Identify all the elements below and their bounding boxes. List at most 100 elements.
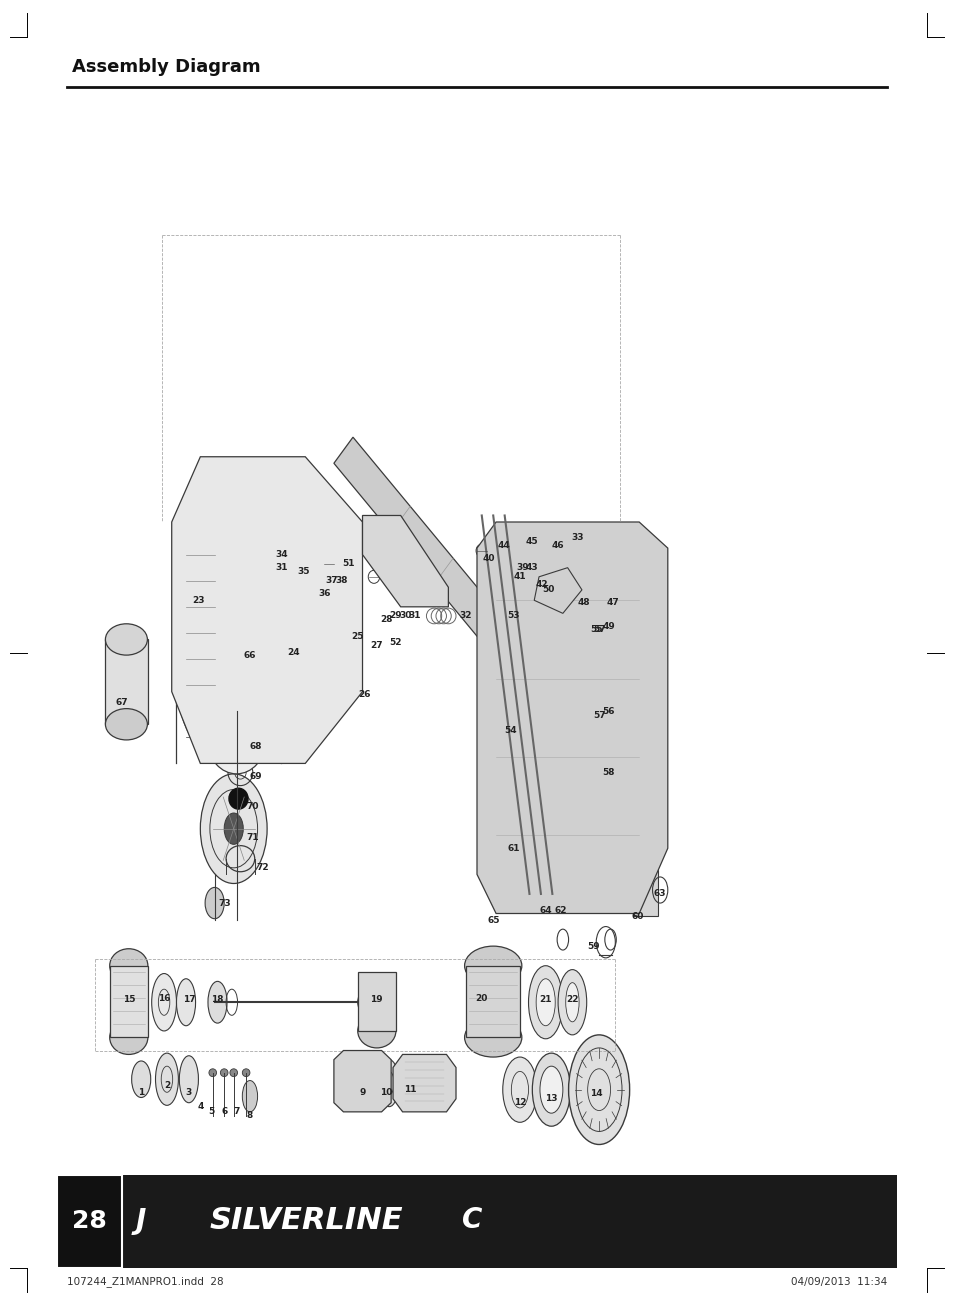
Text: 56: 56 xyxy=(601,707,615,715)
Text: 107244_Z1MANPRO1.indd  28: 107244_Z1MANPRO1.indd 28 xyxy=(67,1276,223,1287)
Text: 61: 61 xyxy=(506,844,519,852)
Text: 22: 22 xyxy=(565,996,578,1004)
Ellipse shape xyxy=(502,1057,537,1122)
Ellipse shape xyxy=(464,946,521,985)
Ellipse shape xyxy=(220,1069,228,1077)
Text: 60: 60 xyxy=(631,912,642,920)
Ellipse shape xyxy=(176,979,195,1026)
Bar xyxy=(57,1174,122,1268)
Ellipse shape xyxy=(357,985,395,1019)
Text: 17: 17 xyxy=(182,996,195,1004)
Text: 64: 64 xyxy=(538,907,552,915)
Ellipse shape xyxy=(208,709,265,774)
Ellipse shape xyxy=(105,709,147,740)
Polygon shape xyxy=(172,457,362,763)
Text: 70: 70 xyxy=(246,803,259,810)
Text: 57: 57 xyxy=(592,711,605,719)
Text: 8: 8 xyxy=(247,1112,253,1120)
Text: 63: 63 xyxy=(653,890,666,898)
Ellipse shape xyxy=(208,981,227,1023)
Text: 43: 43 xyxy=(525,564,538,572)
Text: 31: 31 xyxy=(274,564,288,572)
Text: 38: 38 xyxy=(335,577,348,585)
Polygon shape xyxy=(534,568,581,613)
Text: 04/09/2013  11:34: 04/09/2013 11:34 xyxy=(790,1276,886,1287)
Ellipse shape xyxy=(132,1061,151,1098)
Ellipse shape xyxy=(565,983,578,1022)
Ellipse shape xyxy=(558,970,586,1035)
Text: 24: 24 xyxy=(287,649,300,656)
Ellipse shape xyxy=(110,949,148,983)
Text: 23: 23 xyxy=(192,596,205,604)
Text: 72: 72 xyxy=(255,864,269,872)
Polygon shape xyxy=(476,522,667,913)
Text: 66: 66 xyxy=(243,651,256,659)
Text: 49: 49 xyxy=(601,622,615,630)
Text: 28: 28 xyxy=(379,616,393,624)
Text: 39: 39 xyxy=(516,564,529,572)
Text: 57: 57 xyxy=(592,625,605,633)
Bar xyxy=(57,1174,896,1268)
Ellipse shape xyxy=(242,1069,250,1077)
Text: Assembly Diagram: Assembly Diagram xyxy=(71,57,260,76)
Ellipse shape xyxy=(209,1069,216,1077)
Ellipse shape xyxy=(464,1018,521,1057)
Text: 12: 12 xyxy=(513,1099,526,1107)
Text: 3: 3 xyxy=(186,1088,192,1096)
Text: 19: 19 xyxy=(370,996,383,1004)
Text: 30: 30 xyxy=(399,612,411,620)
Ellipse shape xyxy=(205,887,224,919)
Polygon shape xyxy=(334,1051,391,1112)
Text: 47: 47 xyxy=(605,599,618,607)
Text: 31: 31 xyxy=(408,612,421,620)
Text: 68: 68 xyxy=(249,743,262,750)
Ellipse shape xyxy=(568,1035,629,1144)
Text: 52: 52 xyxy=(389,638,402,646)
Text: 13: 13 xyxy=(544,1095,558,1103)
Text: C: C xyxy=(461,1206,482,1235)
Text: SILVERLINE: SILVERLINE xyxy=(210,1206,403,1235)
Text: 55: 55 xyxy=(589,625,602,633)
Polygon shape xyxy=(105,639,148,724)
Text: 67: 67 xyxy=(115,698,129,706)
Text: 25: 25 xyxy=(351,633,364,641)
Polygon shape xyxy=(393,1054,456,1112)
Text: 36: 36 xyxy=(317,590,331,598)
Text: 51: 51 xyxy=(341,560,355,568)
Ellipse shape xyxy=(110,1021,148,1054)
Text: 34: 34 xyxy=(274,551,288,559)
Text: 4: 4 xyxy=(197,1103,203,1111)
Ellipse shape xyxy=(155,1053,178,1105)
Text: 48: 48 xyxy=(577,599,590,607)
Text: 35: 35 xyxy=(296,568,310,576)
Ellipse shape xyxy=(532,1053,570,1126)
Ellipse shape xyxy=(574,585,608,616)
Text: 6: 6 xyxy=(221,1108,227,1116)
Text: 46: 46 xyxy=(551,542,564,549)
Text: 45: 45 xyxy=(525,538,538,545)
Ellipse shape xyxy=(589,611,612,637)
Text: 29: 29 xyxy=(389,612,402,620)
Ellipse shape xyxy=(179,1056,198,1103)
Text: 62: 62 xyxy=(554,907,567,915)
Ellipse shape xyxy=(200,774,267,883)
Text: 18: 18 xyxy=(211,996,224,1004)
Ellipse shape xyxy=(229,788,248,809)
Text: 50: 50 xyxy=(542,586,554,594)
Text: J: J xyxy=(136,1207,146,1236)
Text: 59: 59 xyxy=(586,942,599,950)
Polygon shape xyxy=(357,972,395,1031)
Text: 54: 54 xyxy=(503,727,517,735)
Ellipse shape xyxy=(357,1014,395,1048)
Polygon shape xyxy=(465,966,519,1037)
Text: 58: 58 xyxy=(601,769,615,776)
Ellipse shape xyxy=(242,1081,257,1112)
Text: 9: 9 xyxy=(359,1088,365,1096)
Text: 26: 26 xyxy=(357,690,371,698)
Text: 15: 15 xyxy=(122,996,135,1004)
Text: 44: 44 xyxy=(497,542,510,549)
Ellipse shape xyxy=(379,1060,398,1107)
Text: 21: 21 xyxy=(538,996,552,1004)
Ellipse shape xyxy=(539,1066,562,1113)
Ellipse shape xyxy=(528,966,562,1039)
